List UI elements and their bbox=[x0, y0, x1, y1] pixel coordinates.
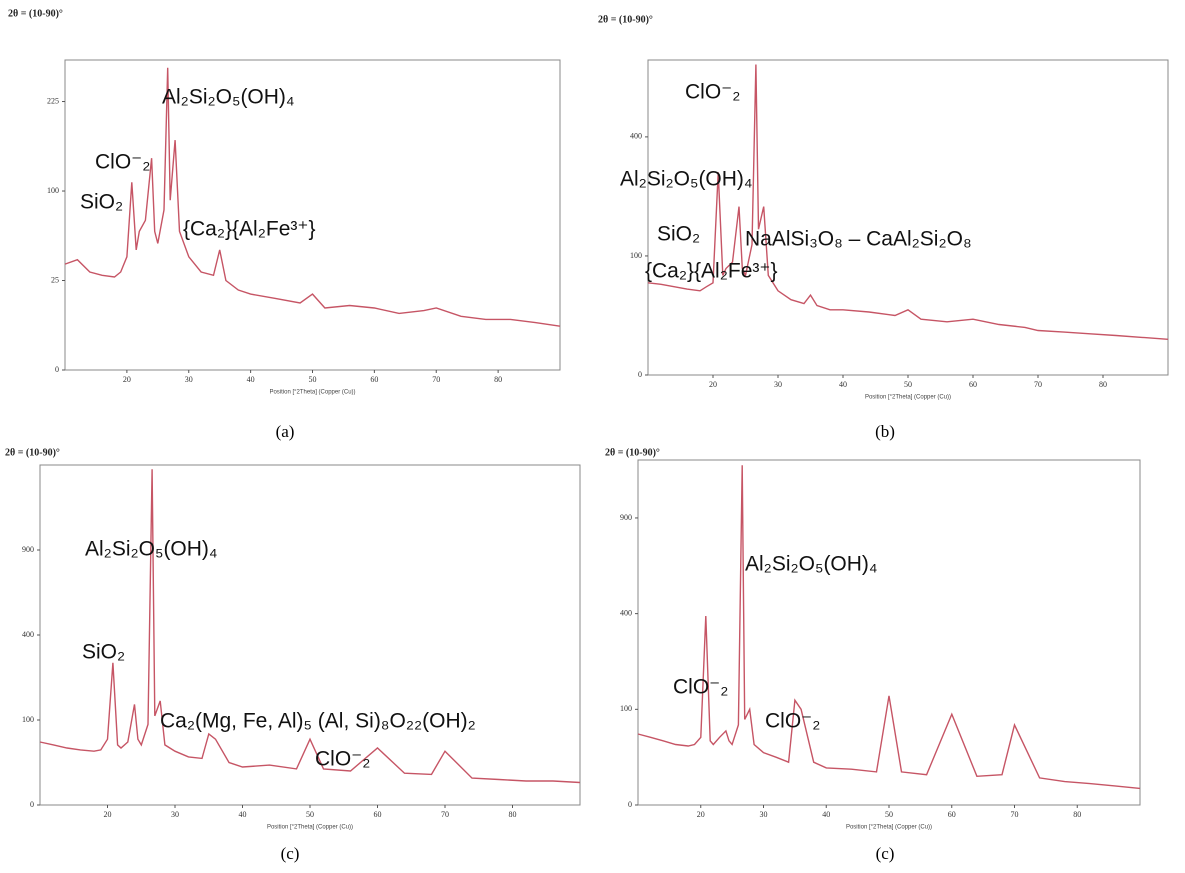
x-tick-label: 70 bbox=[441, 810, 449, 819]
x-tick-label: 20 bbox=[104, 810, 112, 819]
x-tick-label: 20 bbox=[123, 375, 131, 384]
x-axis-label: Position [°2Theta] (Copper (Cu)) bbox=[865, 395, 951, 401]
x-tick-label: 80 bbox=[494, 375, 502, 384]
panel-caption: (b) bbox=[875, 422, 895, 441]
annotation: NaAlSi₃O₈ – CaAl₂Si₂O₈ bbox=[745, 228, 972, 251]
x-tick-label: 30 bbox=[171, 810, 179, 819]
y-tick-label: 0 bbox=[628, 800, 632, 809]
x-tick-label: 50 bbox=[904, 380, 912, 389]
plot-frame bbox=[647, 59, 1169, 376]
x-tick-label: 60 bbox=[374, 810, 382, 819]
annotation: Al₂Si₂O₅(OH)₄ bbox=[85, 538, 218, 561]
diffraction-trace bbox=[647, 64, 1169, 340]
y-tick-label: 0 bbox=[30, 800, 34, 809]
annotation: {Ca₂}{Al₂Fe³⁺} bbox=[645, 260, 777, 283]
x-axis-label: Position [°2Theta] (Copper (Cu)) bbox=[846, 825, 932, 831]
x-axis-label: Position [°2Theta] (Copper (Cu)) bbox=[267, 825, 353, 831]
x-tick-label: 70 bbox=[1011, 810, 1019, 819]
annotation: ClO⁻₂ bbox=[95, 151, 150, 174]
panel-header: 2θ = (10-90)° bbox=[598, 14, 653, 25]
y-tick-label: 400 bbox=[630, 132, 642, 141]
annotation: SiO₂ bbox=[82, 641, 125, 664]
x-tick-label: 80 bbox=[1073, 810, 1081, 819]
annotation: Ca₂(Mg, Fe, Al)₅ (Al, Si)₈O₂₂(OH)₂ bbox=[160, 710, 476, 733]
x-tick-label: 40 bbox=[247, 375, 255, 384]
diffraction-trace bbox=[39, 469, 581, 784]
x-tick-label: 40 bbox=[239, 810, 247, 819]
y-tick-label: 0 bbox=[638, 370, 642, 379]
annotation: Al₂Si₂O₅(OH)₄ bbox=[620, 168, 753, 191]
x-tick-label: 70 bbox=[1034, 380, 1042, 389]
x-tick-label: 30 bbox=[774, 380, 782, 389]
y-tick-label: 900 bbox=[22, 545, 34, 554]
panel-caption: (c) bbox=[281, 844, 300, 863]
x-tick-label: 60 bbox=[948, 810, 956, 819]
diffraction-trace bbox=[637, 465, 1141, 790]
y-tick-label: 25 bbox=[51, 275, 59, 284]
x-tick-label: 40 bbox=[839, 380, 847, 389]
plot-frame bbox=[64, 59, 561, 371]
x-tick-label: 80 bbox=[1099, 380, 1107, 389]
plot-frame bbox=[637, 459, 1141, 806]
y-tick-label: 0 bbox=[55, 365, 59, 374]
annotation: {Ca₂}{Al₂Fe³⁺} bbox=[183, 218, 315, 241]
x-tick-label: 50 bbox=[885, 810, 893, 819]
x-tick-label: 20 bbox=[697, 810, 705, 819]
panel-header: 2θ = (10-90)° bbox=[5, 447, 60, 458]
x-tick-label: 30 bbox=[760, 810, 768, 819]
y-tick-label: 100 bbox=[47, 186, 59, 195]
y-tick-label: 100 bbox=[630, 251, 642, 260]
plot-frame bbox=[39, 464, 581, 806]
annotation: Al₂Si₂O₅(OH)₄ bbox=[162, 86, 295, 109]
annotation: SiO₂ bbox=[657, 223, 700, 246]
y-tick-label: 225 bbox=[47, 96, 59, 105]
x-axis-label: Position [°2Theta] (Copper (Cu)) bbox=[269, 390, 355, 396]
x-tick-label: 60 bbox=[370, 375, 378, 384]
y-tick-label: 400 bbox=[22, 630, 34, 639]
x-tick-label: 50 bbox=[309, 375, 317, 384]
x-tick-label: 40 bbox=[822, 810, 830, 819]
annotation: ClO⁻₂ bbox=[765, 710, 820, 733]
panel-header: 2θ = (10-90)° bbox=[605, 447, 660, 458]
y-tick-label: 100 bbox=[620, 704, 632, 713]
x-tick-label: 50 bbox=[306, 810, 314, 819]
y-tick-label: 400 bbox=[620, 608, 632, 617]
x-tick-label: 20 bbox=[709, 380, 717, 389]
annotation: ClO⁻₂ bbox=[685, 81, 740, 104]
panel-caption: (c) bbox=[876, 844, 895, 863]
annotation: Al₂Si₂O₅(OH)₄ bbox=[745, 553, 878, 576]
x-tick-label: 30 bbox=[185, 375, 193, 384]
y-tick-label: 900 bbox=[620, 513, 632, 522]
panel-caption: (a) bbox=[276, 422, 295, 441]
annotation: ClO⁻₂ bbox=[673, 676, 728, 699]
diffraction-trace bbox=[64, 67, 561, 327]
x-tick-label: 60 bbox=[969, 380, 977, 389]
x-tick-label: 70 bbox=[432, 375, 440, 384]
panel-header: 2θ = (10-90)° bbox=[8, 8, 63, 19]
x-tick-label: 80 bbox=[509, 810, 517, 819]
y-tick-label: 100 bbox=[22, 715, 34, 724]
annotation: ClO⁻₂ bbox=[315, 748, 370, 771]
annotation: SiO₂ bbox=[80, 191, 123, 214]
